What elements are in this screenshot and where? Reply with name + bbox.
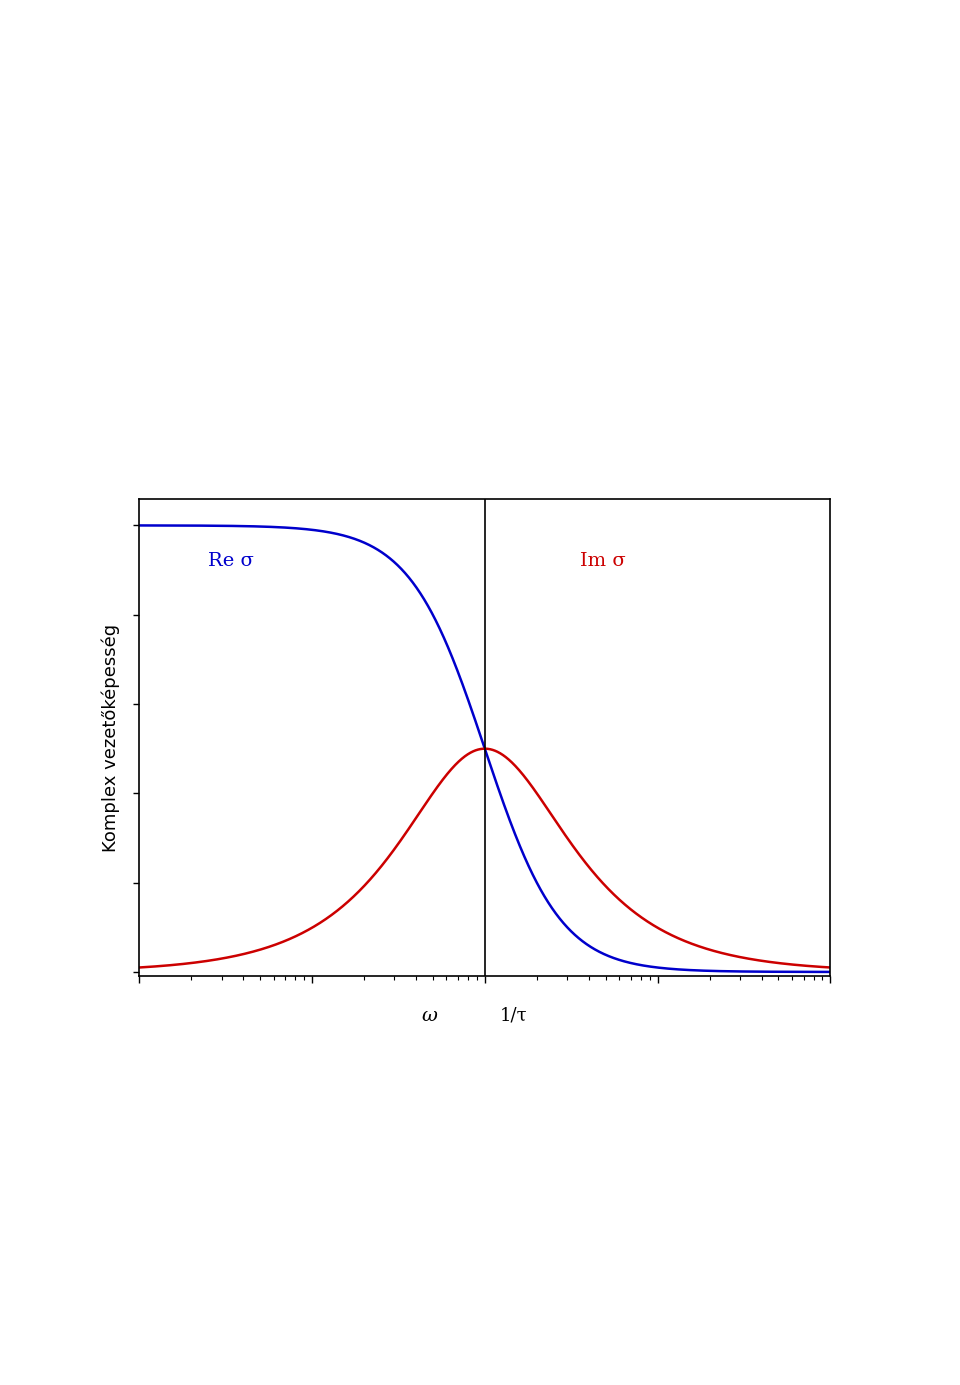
Y-axis label: Komplex vezetőképesség: Komplex vezetőképesség [102, 623, 120, 852]
Text: Re σ: Re σ [208, 553, 254, 571]
Text: Im σ: Im σ [580, 553, 626, 571]
Text: ω: ω [421, 1007, 438, 1025]
Text: 1/τ: 1/τ [500, 1007, 527, 1025]
